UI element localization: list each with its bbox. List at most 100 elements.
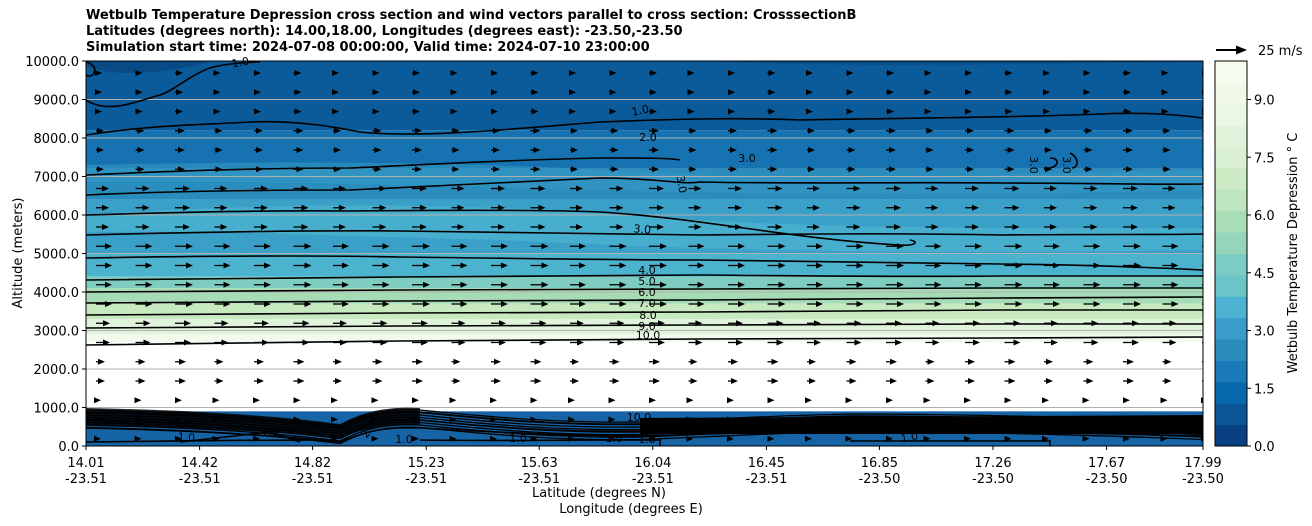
wind-vector-head [619, 262, 627, 269]
wind-vector-head [806, 89, 813, 96]
wind-vector-head [372, 108, 380, 115]
wind-vector-head [186, 243, 193, 250]
wind-vector-head [335, 378, 342, 384]
x-axis-label-latitude: Latitude (degrees N) [532, 486, 666, 501]
wind-vector-head [1007, 147, 1015, 153]
wind-vector-head [848, 147, 856, 153]
contour-label: 8.0 [639, 309, 657, 322]
wind-vector-head [179, 358, 186, 365]
wind-vector-head [538, 224, 546, 230]
wind-vector-head [697, 301, 705, 307]
wind-vector-head [296, 166, 304, 173]
wind-vector-head [493, 166, 500, 173]
wind-vector-head [340, 339, 347, 346]
wind-vector-head [571, 127, 578, 134]
wind-vector-head [770, 147, 778, 153]
wind-vector-head [541, 301, 549, 307]
wind-vector-head [975, 243, 982, 250]
wind-vector-head [657, 204, 664, 211]
wind-vector-head [730, 127, 737, 134]
wind-vector-head [534, 358, 542, 365]
wind-vector-head [1168, 185, 1176, 192]
wind-vector-head [973, 320, 980, 327]
wind-vector-head [379, 204, 387, 211]
wind-vector-head [934, 243, 942, 250]
wind-vector-head [256, 147, 263, 153]
wind-vector-head [220, 185, 228, 192]
wind-vector-head [1046, 378, 1053, 384]
colorbar-segment [1215, 189, 1247, 212]
wind-vector-head [1008, 378, 1016, 384]
wind-vector-head [848, 127, 856, 134]
wind-vector-head [1160, 435, 1168, 442]
wind-vector-head [571, 166, 578, 173]
wind-vector-head [1126, 147, 1133, 153]
wind-vector-head [1205, 359, 1212, 365]
wind-vector-head [178, 127, 185, 134]
x-tick-label-lon: -23.51 [518, 472, 560, 487]
contour-line [1069, 152, 1078, 169]
wind-vector-head [727, 435, 734, 442]
wind-vector-head [968, 378, 975, 384]
wind-vector-head [890, 378, 897, 384]
contour-fill-band [86, 253, 1203, 277]
wind-vector-head [501, 301, 508, 307]
wind-vector-head [1201, 416, 1203, 423]
wind-vector-head [931, 185, 939, 192]
colorbar-segment [1215, 339, 1247, 361]
x-tick-label-lon: -23.50 [858, 472, 900, 487]
wind-vector-head [731, 378, 738, 384]
wind-vector-head [650, 89, 657, 96]
contour-line [86, 61, 261, 108]
wind-vector-head [736, 320, 743, 327]
wind-vector-head [886, 435, 893, 442]
wind-vector-head [97, 127, 104, 134]
wind-vector-head [846, 89, 854, 96]
wind-vector-head [660, 281, 667, 288]
wind-vector-head [813, 224, 820, 230]
wind-vector-head [304, 262, 312, 269]
wind-vector-head [886, 416, 893, 423]
wind-vector-head [450, 89, 458, 96]
wind-vector-head [617, 339, 625, 346]
wind-vector-head [649, 416, 656, 423]
wind-vector-head [776, 339, 784, 346]
wind-vector-head [975, 281, 982, 288]
x-tick-label-lat: 16.85 [861, 456, 898, 471]
wind-vector-head [1090, 204, 1098, 211]
colorbar-tick-label: 3.0 [1254, 325, 1275, 340]
wind-vector-head [576, 224, 583, 230]
wind-vector-head [371, 435, 379, 442]
wind-vector-head [334, 147, 341, 153]
wind-vector-head [1164, 378, 1172, 384]
wind-vector-head [421, 339, 428, 346]
x-tick-label-lon: -23.51 [292, 472, 334, 487]
contour-fill-band [86, 276, 1203, 289]
wind-vector-head [657, 224, 664, 230]
colorbar-tick-label: 9.0 [1254, 94, 1275, 109]
wind-vector-head [457, 204, 465, 211]
wind-vector-head [332, 89, 339, 96]
wind-vector-head [1132, 339, 1139, 346]
wind-vector-head [972, 185, 979, 192]
wind-vector-head [806, 108, 813, 115]
wind-vector-head [491, 70, 498, 76]
wind-vector-head [413, 89, 420, 96]
wind-vector-head [686, 397, 694, 404]
wind-vector-head [213, 70, 221, 76]
wind-vector-head [416, 378, 423, 384]
wind-vector-head [887, 89, 894, 96]
contour-line [86, 177, 1203, 196]
wind-vector-head [264, 262, 271, 269]
wind-vector-head [1015, 243, 1023, 250]
colorbar-segment [1215, 274, 1247, 297]
colorbar-label: Wetbulb Temperature Depression ° C [1286, 133, 1301, 374]
wind-vector-head [253, 416, 260, 423]
wind-vector-head [264, 281, 271, 288]
wind-vector-head [806, 70, 813, 76]
wind-vector-head [302, 320, 310, 327]
wind-vector-head [1004, 416, 1012, 423]
x-tick-label-lat: 16.04 [634, 456, 671, 471]
wind-vector-head [854, 339, 862, 346]
x-tick-label-lon: -23.50 [1086, 472, 1128, 487]
